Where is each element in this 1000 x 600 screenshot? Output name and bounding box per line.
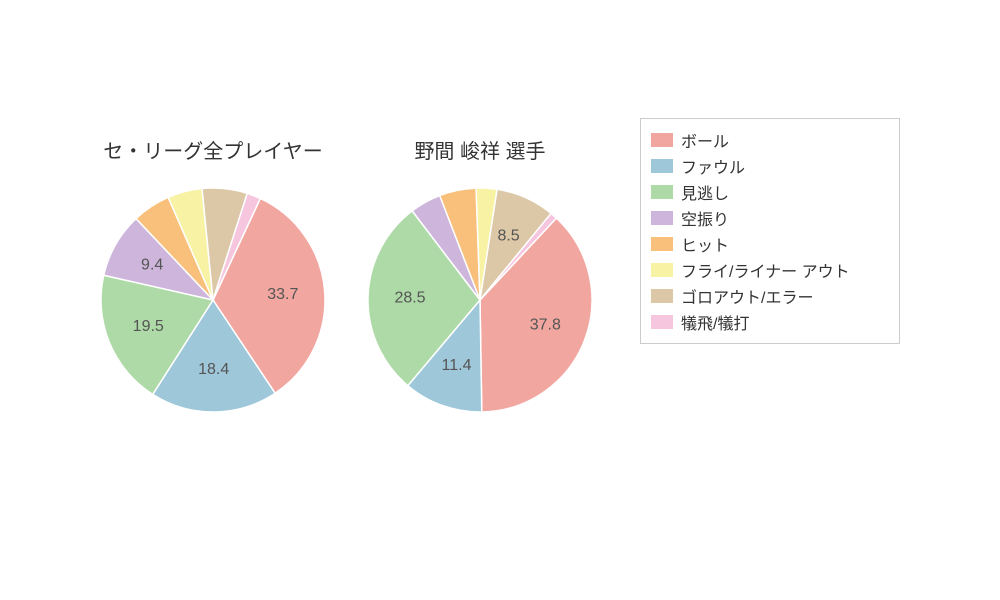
slice-value-label: 28.5 [394, 289, 425, 306]
legend-label: 犠飛/犠打 [681, 310, 749, 334]
legend-item: フライ/ライナー アウト [651, 257, 889, 283]
slice-value-label: 18.4 [198, 361, 229, 378]
pie-league: 33.7 18.4 19.5 9.4 [71, 158, 355, 442]
legend-label: フライ/ライナー アウト [681, 258, 850, 282]
legend: ボールファウル見逃し空振りヒットフライ/ライナー アウトゴロアウト/エラー犠飛/… [640, 118, 900, 344]
legend-swatch [651, 185, 673, 199]
slice-value-label: 19.5 [133, 318, 164, 335]
legend-item: 犠飛/犠打 [651, 309, 889, 335]
legend-item: ボール [651, 127, 889, 153]
slice-value-label: 33.7 [267, 286, 298, 303]
legend-item: ヒット [651, 231, 889, 257]
legend-item: ゴロアウト/エラー [651, 283, 889, 309]
pie-player: 37.8 11.4 28.5 8.5 [338, 158, 622, 442]
legend-swatch [651, 159, 673, 173]
legend-item: 見逃し [651, 179, 889, 205]
legend-label: ファウル [681, 154, 745, 178]
legend-item: ファウル [651, 153, 889, 179]
legend-label: 見逃し [681, 180, 729, 204]
legend-swatch [651, 315, 673, 329]
slice-value-label: 9.4 [141, 257, 163, 274]
legend-swatch [651, 211, 673, 225]
legend-swatch [651, 289, 673, 303]
legend-swatch [651, 133, 673, 147]
legend-label: ボール [681, 128, 729, 152]
legend-label: 空振り [681, 206, 729, 230]
slice-value-label: 37.8 [530, 316, 561, 333]
slice-value-label: 11.4 [442, 357, 472, 374]
legend-item: 空振り [651, 205, 889, 231]
chart-stage: セ・リーグ全プレイヤー33.718.419.59.4野間 峻祥 選手37.811… [0, 0, 1000, 600]
legend-swatch [651, 263, 673, 277]
legend-swatch [651, 237, 673, 251]
legend-label: ヒット [681, 232, 729, 256]
slice-value-label: 8.5 [497, 227, 519, 244]
legend-label: ゴロアウト/エラー [681, 284, 813, 308]
